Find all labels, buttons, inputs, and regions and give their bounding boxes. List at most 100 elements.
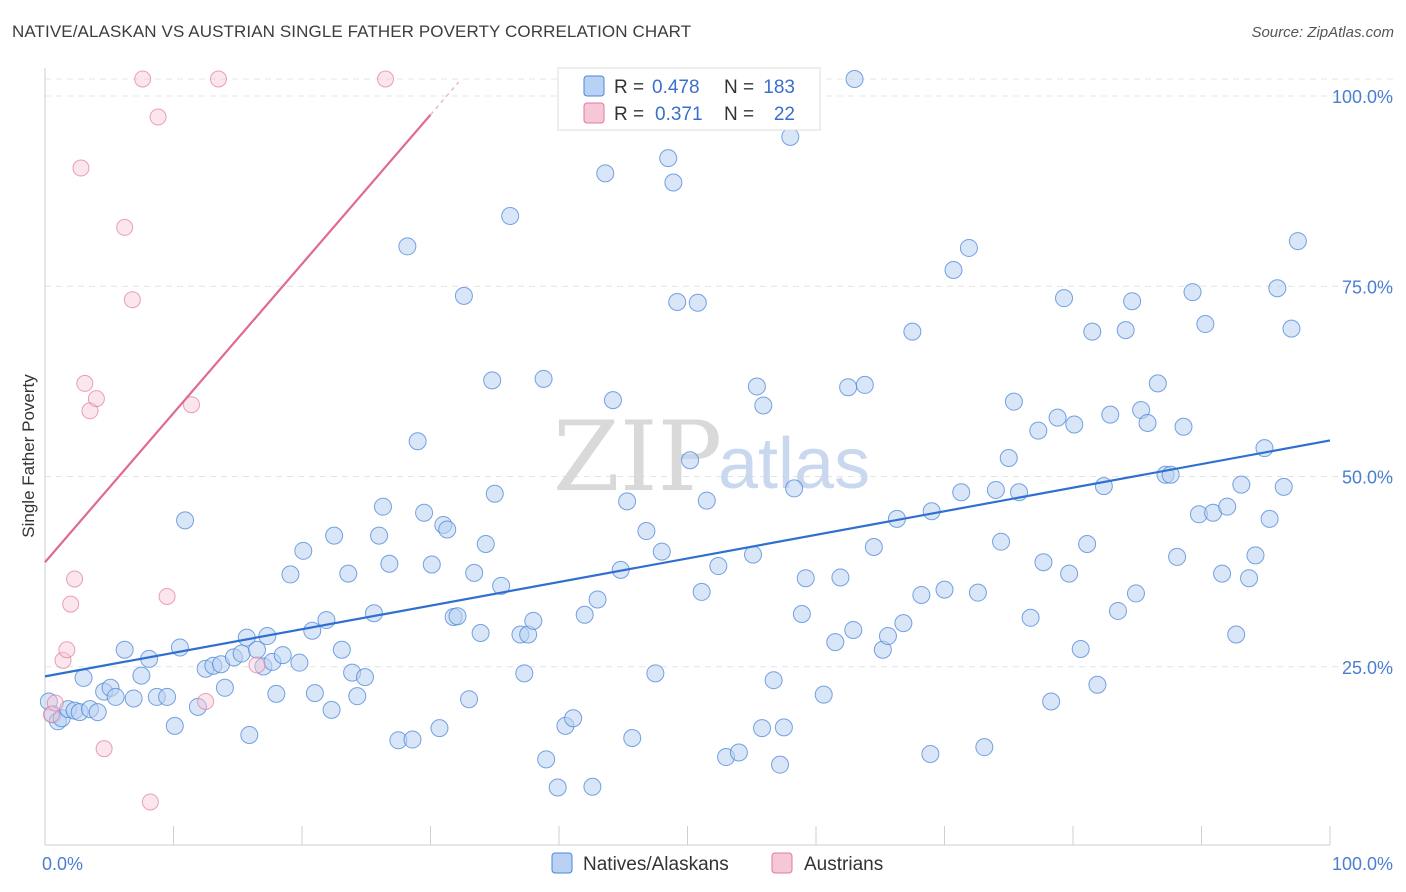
austrians-trend-line (44, 114, 432, 563)
y-tick-label-25: 25.0% (1342, 658, 1393, 678)
austrians-point-6 (72, 159, 90, 177)
bottom-legend-natives: Natives/Alaskans (583, 854, 729, 875)
natives-point-128 (912, 585, 931, 604)
natives-point-101 (709, 557, 728, 576)
natives-point-135 (968, 583, 987, 602)
austrians-point-2 (54, 651, 72, 669)
natives-point-117 (831, 568, 850, 587)
natives-point-37 (281, 565, 300, 584)
natives-point-87 (603, 391, 622, 410)
natives-point-40 (303, 621, 322, 640)
natives-point-36 (267, 684, 286, 703)
bottom-legend-swatch-blue (551, 852, 573, 874)
natives-point-134 (959, 238, 978, 257)
x-tick-label-max: 100.0% (1332, 854, 1393, 874)
natives-point-65 (454, 286, 473, 305)
natives-point-96 (668, 292, 687, 311)
natives-point-60 (430, 719, 449, 738)
natives-point-53 (380, 554, 399, 573)
natives-point-121 (855, 375, 874, 394)
natives-point-56 (403, 730, 422, 749)
natives-point-7 (74, 668, 93, 687)
natives-point-120 (845, 70, 864, 88)
natives-point-165 (1168, 547, 1187, 566)
austrians-point-21 (377, 70, 395, 88)
natives-point-157 (1116, 321, 1135, 340)
natives-point-45 (332, 640, 351, 659)
legend-n-label-2: N = (724, 104, 754, 125)
austrians-point-20 (248, 656, 266, 674)
natives-point-144 (1034, 553, 1053, 572)
natives-point-41 (305, 684, 324, 703)
natives-point-142 (1021, 608, 1040, 627)
austrians-point-7 (76, 374, 94, 392)
natives-point-152 (1083, 322, 1102, 341)
y-axis-label: Single Father Poverty (19, 374, 38, 538)
natives-point-58 (415, 503, 434, 522)
natives-point-46 (339, 564, 358, 583)
natives-point-99 (692, 582, 711, 601)
y-tick-label-50: 50.0% (1342, 468, 1393, 488)
natives-point-173 (1227, 625, 1246, 644)
natives-point-166 (1174, 417, 1193, 436)
natives-point-107 (754, 396, 773, 415)
natives-point-84 (583, 777, 602, 796)
natives-point-66 (460, 690, 479, 709)
natives-point-98 (688, 293, 707, 312)
natives-point-132 (944, 261, 963, 280)
natives-point-69 (476, 534, 495, 553)
natives-point-113 (792, 604, 811, 623)
natives-point-77 (524, 611, 543, 630)
natives-point-89 (618, 492, 637, 511)
natives-point-12 (106, 687, 125, 706)
natives-point-79 (537, 750, 556, 769)
natives-point-51 (370, 526, 389, 545)
natives-point-78 (534, 369, 553, 388)
natives-point-91 (637, 522, 656, 541)
natives-point-129 (921, 745, 940, 764)
natives-point-103 (729, 743, 748, 762)
natives-point-111 (781, 127, 800, 146)
natives-point-28 (232, 644, 251, 663)
natives-point-150 (1071, 639, 1090, 658)
austrians-point-0 (42, 705, 60, 723)
legend-r-value-2: 0.371 (655, 104, 703, 125)
natives-point-174 (1232, 475, 1251, 494)
natives-point-146 (1048, 408, 1067, 427)
natives-point-52 (373, 497, 392, 516)
natives-point-143 (1029, 421, 1048, 440)
natives-point-161 (1138, 413, 1157, 432)
natives-point-172 (1218, 497, 1237, 516)
natives-point-126 (894, 614, 913, 633)
natives-point-94 (659, 149, 678, 168)
legend-swatch-blue (583, 75, 605, 97)
legend-swatch-pink (583, 102, 605, 124)
source-label: Source: ZipAtlas.com (1251, 24, 1394, 41)
natives-point-148 (1060, 564, 1079, 583)
natives-point-149 (1065, 415, 1084, 434)
natives-point-131 (935, 580, 954, 599)
x-tick-label-min: 0.0% (42, 854, 83, 874)
natives-point-86 (596, 164, 615, 183)
natives-point-119 (844, 620, 863, 639)
natives-point-175 (1240, 569, 1259, 588)
austrians-point-13 (134, 70, 152, 88)
natives-point-55 (398, 237, 417, 256)
natives-point-70 (483, 371, 502, 390)
natives-point-167 (1183, 283, 1202, 302)
legend-r-label-2: R = (614, 104, 644, 125)
austrians-point-9 (87, 390, 105, 408)
natives-point-95 (664, 173, 683, 192)
legend-n-value-2: 22 (774, 104, 795, 125)
natives-point-71 (485, 484, 504, 503)
austrians-point-17 (182, 396, 200, 414)
natives-point-136 (975, 738, 994, 757)
natives-point-112 (785, 479, 804, 498)
natives-point-181 (1282, 319, 1301, 338)
y-tick-label-100: 100.0% (1332, 87, 1393, 107)
natives-point-35 (273, 646, 292, 665)
natives-point-73 (501, 206, 520, 225)
bottom-legend-austrians: Austrians (804, 854, 883, 875)
natives-point-21 (176, 511, 195, 530)
natives-point-140 (1004, 392, 1023, 411)
